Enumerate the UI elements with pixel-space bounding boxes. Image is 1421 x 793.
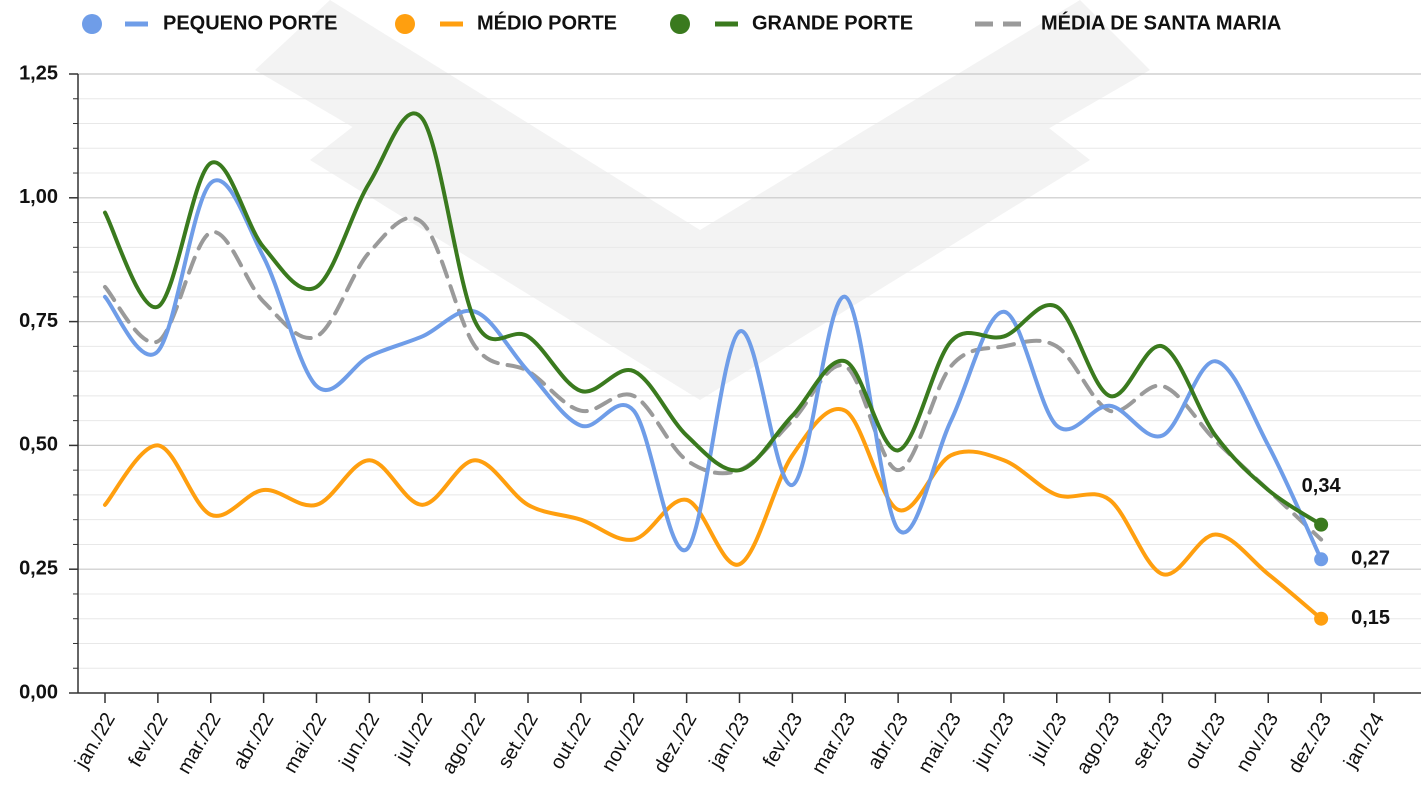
x-tick-label: dez./22 xyxy=(650,709,702,777)
legend-marker xyxy=(670,14,690,34)
y-tick-label: 1,00 xyxy=(19,186,58,208)
x-tick-label: jun./23 xyxy=(969,709,1019,773)
x-tick-label: ago./23 xyxy=(1072,709,1124,778)
x-tick-label: mai./22 xyxy=(280,709,332,777)
x-tick-label: fev./22 xyxy=(124,709,172,771)
x-tick-label: fev./23 xyxy=(759,709,807,771)
x-tick-label: jan./24 xyxy=(1339,709,1389,773)
value-label: 0,27 xyxy=(1351,548,1390,570)
y-tick-label: 0,00 xyxy=(19,681,58,703)
value-label: 0,15 xyxy=(1351,607,1390,629)
x-tick-label: mar./22 xyxy=(173,709,225,778)
x-tick-label: set./22 xyxy=(494,709,543,772)
x-tick-label: nov./23 xyxy=(1232,709,1283,776)
x-tick-label: out./22 xyxy=(546,709,596,773)
end-marker xyxy=(1314,517,1329,532)
x-tick-label: nov./22 xyxy=(598,709,649,776)
x-tick-label: abr./22 xyxy=(229,709,279,773)
end-marker xyxy=(1314,552,1329,567)
y-tick-label: 0,25 xyxy=(19,557,58,579)
x-tick-label: dez./23 xyxy=(1284,709,1336,777)
series-line xyxy=(103,178,1324,562)
legend-label: GRANDE PORTE xyxy=(752,12,913,34)
x-tick-label: ago./22 xyxy=(438,709,490,778)
x-tick-label: jul./22 xyxy=(391,709,437,767)
legend-label: PEQUENO PORTE xyxy=(163,12,337,34)
x-tick-label: jul./23 xyxy=(1025,709,1071,767)
x-tick-label: jun./22 xyxy=(335,709,385,773)
series-line xyxy=(103,407,1324,621)
legend-marker xyxy=(82,14,102,34)
watermark xyxy=(255,0,1150,400)
series-line xyxy=(103,215,1324,542)
x-tick-label: mai./23 xyxy=(914,709,966,777)
y-tick-label: 0,50 xyxy=(19,434,58,456)
series-line xyxy=(103,111,1324,527)
legend-label: MÉDIO PORTE xyxy=(477,11,617,34)
y-tick-label: 0,75 xyxy=(19,310,58,332)
legend-marker xyxy=(395,14,415,34)
y-tick-label: 1,25 xyxy=(19,62,58,84)
x-tick-label: set./23 xyxy=(1128,709,1177,772)
x-tick-label: jan./22 xyxy=(70,709,120,773)
x-tick-label: out./23 xyxy=(1181,709,1231,773)
value-label: 0,34 xyxy=(1302,475,1342,497)
end-marker xyxy=(1314,611,1329,626)
x-tick-label: mar./23 xyxy=(808,709,860,778)
legend-label: MÉDIA DE SANTA MARIA xyxy=(1041,11,1281,34)
x-tick-label: jan./23 xyxy=(705,709,755,773)
x-tick-label: abr./23 xyxy=(863,709,913,773)
